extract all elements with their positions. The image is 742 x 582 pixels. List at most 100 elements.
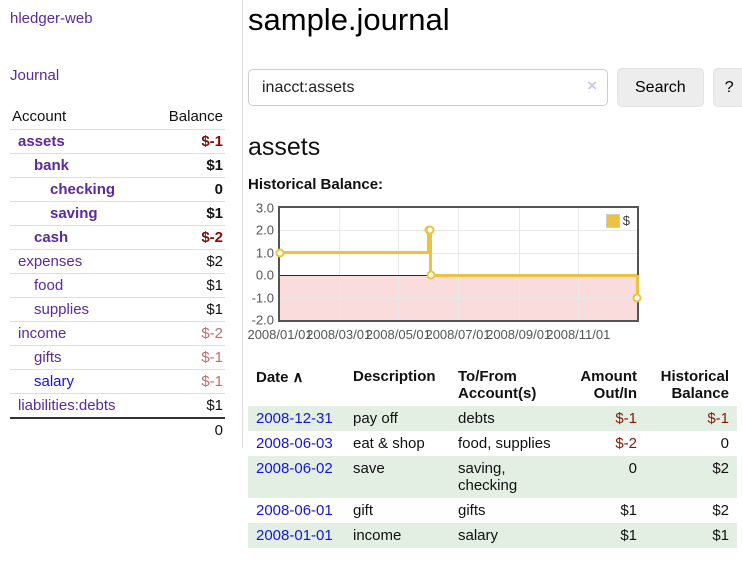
transaction-amount: $1: [620, 502, 637, 519]
help-button[interactable]: ?: [712, 68, 742, 107]
register-row: 2008-06-03 eat & shop food, supplies $-2…: [248, 431, 737, 456]
account-link-liabilities-debts[interactable]: liabilities:debts: [18, 397, 116, 414]
account-row: liabilities:debts $1: [10, 393, 225, 418]
register-header-row: Date ∧ Description To/From Account(s) Amo…: [248, 364, 737, 406]
search-button[interactable]: Search: [617, 68, 704, 107]
account-row: income $-2: [10, 321, 225, 346]
y-tick-label: -1.0: [251, 290, 274, 306]
transaction-accounts: saving, checking: [458, 460, 518, 494]
account-row: cash $-2: [10, 225, 225, 250]
x-tick-label: 2008/09/01: [486, 327, 552, 342]
account-link-bank[interactable]: bank: [34, 157, 70, 174]
transaction-description: income: [353, 527, 402, 544]
y-tick-label: 3.0: [255, 200, 274, 216]
transaction-amount: $-1: [615, 410, 637, 427]
account-row: assets $-1: [10, 129, 225, 154]
account-link-income[interactable]: income: [18, 325, 67, 342]
y-tick-label: 1.0: [255, 245, 274, 261]
account-balance: $-2: [149, 321, 225, 346]
chart-plot[interactable]: $: [275, 206, 642, 322]
transaction-date-link[interactable]: 2008-12-31: [256, 410, 333, 427]
account-balance: $1: [149, 393, 225, 418]
account-row: checking 0: [10, 177, 225, 202]
sidebar-item-journal[interactable]: Journal: [10, 67, 60, 84]
accounts-total-row: 0: [10, 417, 225, 442]
account-link-saving[interactable]: saving: [50, 205, 98, 222]
account-balance: $-1: [149, 345, 225, 370]
chart-point: [275, 248, 285, 258]
sidebar: hledger-web Journal Account Balance asse…: [0, 0, 243, 448]
clear-search-icon[interactable]: ×: [587, 76, 597, 95]
chart-line-segment: [635, 275, 639, 298]
y-axis-labels: 3.0 2.0 1.0 0.0 -1.0 -2.0: [248, 201, 274, 328]
chart-gridline: [518, 208, 520, 320]
account-balance: $1: [149, 297, 225, 322]
transaction-description: eat & shop: [353, 435, 425, 452]
main-content: sample.journal × Search ? assets Histori…: [247, 0, 742, 548]
transaction-description: gift: [353, 502, 374, 519]
account-row: supplies $1: [10, 297, 225, 322]
transaction-date-link[interactable]: 2008-01-01: [256, 527, 333, 544]
legend-label: $: [622, 213, 630, 228]
y-tick-label: -2.0: [251, 312, 274, 328]
account-title: assets: [248, 133, 321, 161]
chart-gridline: [578, 208, 580, 320]
account-link-assets[interactable]: assets: [18, 133, 65, 150]
x-tick-label: 2008/03/01: [306, 327, 372, 342]
accounts-header-account: Account: [12, 108, 67, 125]
transaction-balance: $2: [712, 502, 729, 519]
transaction-amount: $-2: [615, 435, 637, 452]
page-title: sample.journal: [248, 2, 450, 37]
account-row: food $1: [10, 273, 225, 298]
transaction-description: save: [353, 460, 385, 477]
register-header-date[interactable]: Date ∧: [248, 364, 345, 406]
transaction-balance: $1: [712, 527, 729, 544]
chart-gridline: [338, 208, 340, 320]
transaction-amount: $1: [620, 527, 637, 544]
account-link-checking[interactable]: checking: [50, 181, 116, 198]
transaction-accounts: salary: [458, 527, 499, 544]
accounts-table: Account Balance assets $-1 bank $1 check…: [10, 105, 225, 442]
accounts-header-row: Account Balance: [10, 105, 225, 130]
register-header-balance: Historical Balance: [660, 368, 729, 402]
register-row: 2008-06-01 gift gifts $1 $2: [248, 498, 737, 523]
sort-ascending-icon: ∧: [292, 369, 304, 386]
account-link-salary[interactable]: salary: [34, 373, 75, 390]
account-balance: $-2: [149, 225, 225, 250]
register-row: 2008-06-02 save saving, checking 0 $2: [248, 456, 737, 498]
y-tick-label: 2.0: [255, 222, 274, 238]
account-link-expenses[interactable]: expenses: [18, 253, 83, 270]
account-row: bank $1: [10, 153, 225, 178]
x-tick-label: 2008/11/01: [546, 327, 611, 342]
account-link-gifts[interactable]: gifts: [34, 349, 62, 366]
brand-link[interactable]: hledger-web: [10, 10, 93, 27]
register-header-description: Description: [353, 368, 436, 385]
transaction-amount: 0: [628, 460, 637, 477]
chart-line-segment: [280, 251, 429, 255]
search-input[interactable]: [248, 69, 608, 106]
account-link-supplies[interactable]: supplies: [34, 301, 90, 318]
register-table: Date ∧ Description To/From Account(s) Amo…: [248, 364, 737, 548]
account-balance: $-1: [149, 369, 225, 394]
account-balance: $1: [149, 153, 225, 178]
transaction-accounts: gifts: [458, 502, 486, 519]
x-axis-labels: 2008/01/01 2008/03/01 2008/05/01 2008/07/01…: [247, 327, 637, 343]
register-header-amount: Amount Out/In: [580, 368, 637, 402]
transaction-description: pay off: [353, 410, 398, 427]
chart-point: [426, 270, 436, 280]
account-link-food[interactable]: food: [34, 277, 64, 294]
chart-legend: $: [605, 213, 630, 228]
chart-line-segment: [427, 230, 431, 253]
transaction-accounts: debts: [458, 410, 495, 427]
transaction-date-link[interactable]: 2008-06-02: [256, 460, 333, 477]
account-link-cash[interactable]: cash: [34, 229, 69, 246]
chart-title: Historical Balance:: [248, 176, 384, 193]
account-balance: 0: [149, 177, 225, 202]
register-header-accounts: To/From Account(s): [458, 368, 537, 402]
transaction-date-link[interactable]: 2008-06-03: [256, 435, 333, 452]
balance-chart[interactable]: 3.0 2.0 1.0 0.0 -1.0 -2.0 $ 2008/01/01 2008/03…: [247, 201, 740, 344]
account-balance: $1: [149, 273, 225, 298]
transaction-date-link[interactable]: 2008-06-01: [256, 502, 333, 519]
chart-line-segment: [429, 230, 433, 276]
register-row: 2008-01-01 income salary $1 $1: [248, 523, 737, 548]
